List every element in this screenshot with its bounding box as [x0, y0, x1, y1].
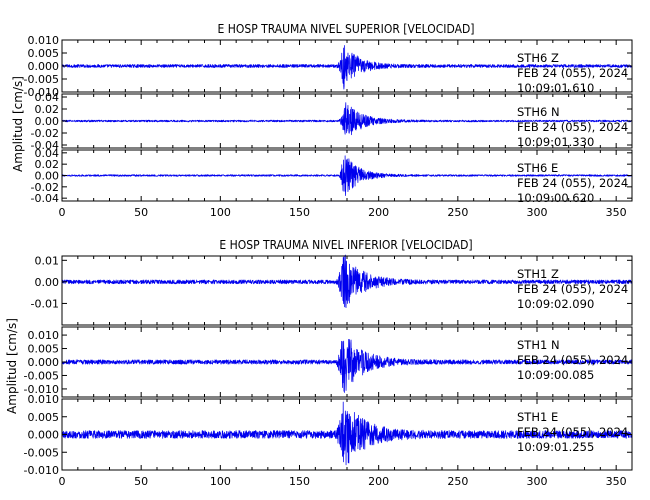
y-tick-label: -0.010 — [24, 86, 59, 99]
waveform-trace — [61, 338, 633, 393]
y-tick-label: -0.02 — [31, 181, 59, 194]
waveform-trace — [61, 45, 633, 90]
event-time-label: 10:09:01.330 — [517, 135, 594, 149]
x-tick-label: 50 — [134, 206, 148, 219]
y-tick-label: 0.000 — [28, 356, 60, 369]
bottom-panel-title: E HOSP TRAUMA NIVEL INFERIOR [VELOCIDAD] — [219, 238, 472, 252]
y-tick-label: -0.04 — [31, 139, 59, 152]
event-time-label: 10:09:01.255 — [517, 440, 594, 454]
y-tick-label: 0.00 — [35, 115, 60, 128]
y-tick-label: 0.000 — [28, 429, 60, 442]
y-tick-label: 0.00 — [35, 276, 60, 289]
x-tick-label: 200 — [368, 206, 389, 219]
x-tick-label: 200 — [368, 475, 389, 488]
x-tick-label: 150 — [289, 206, 310, 219]
waveform-trace — [61, 401, 633, 466]
top-panel-title: E HOSP TRAUMA NIVEL SUPERIOR [VELOCIDAD] — [217, 22, 474, 36]
x-tick-label: 100 — [210, 475, 231, 488]
station-component-label: STH1 Z — [517, 267, 559, 281]
x-tick-label: 150 — [289, 475, 310, 488]
event-date-label: FEB 24 (055), 2024 — [517, 120, 628, 134]
x-tick-label: 350 — [606, 475, 627, 488]
y-tick-label: 0.01 — [35, 254, 60, 267]
station-component-label: STH6 Z — [517, 51, 559, 65]
event-date-label: FEB 24 (055), 2024 — [517, 425, 628, 439]
y-tick-label: 0.02 — [35, 158, 60, 171]
event-time-label: 10:09:00.085 — [517, 368, 594, 382]
y-tick-label: 0.005 — [28, 343, 60, 356]
x-tick-label: 300 — [527, 206, 548, 219]
y-tick-label: -0.010 — [24, 383, 59, 396]
y-tick-label: 0.00 — [35, 170, 60, 183]
y-tick-label: 0.000 — [28, 60, 60, 73]
waveform-trace — [61, 102, 633, 136]
x-tick-label: 300 — [527, 475, 548, 488]
y-tick-label: -0.01 — [31, 297, 59, 310]
waveform-trace — [61, 155, 633, 197]
x-tick-label: 0 — [59, 206, 66, 219]
y-tick-label: 0.010 — [28, 393, 60, 406]
x-tick-label: 0 — [59, 475, 66, 488]
top-panel-ylabel: Amplitud [cm/s] — [11, 76, 25, 172]
station-component-label: STH6 N — [517, 105, 560, 119]
x-tick-label: 250 — [447, 206, 468, 219]
bottom-panel-ylabel: Amplitud [cm/s] — [5, 318, 19, 414]
y-tick-label: 0.02 — [35, 103, 60, 116]
x-tick-label: 100 — [210, 206, 231, 219]
waveform-trace — [61, 254, 633, 308]
y-tick-label: -0.04 — [31, 192, 59, 205]
event-time-label: 10:09:00.620 — [517, 191, 594, 205]
y-tick-label: 0.010 — [28, 329, 60, 342]
y-tick-label: -0.02 — [31, 127, 59, 140]
event-time-label: 10:09:02.090 — [517, 297, 594, 311]
y-tick-label: 0.04 — [35, 147, 60, 160]
y-tick-label: -0.005 — [24, 369, 59, 382]
event-date-label: FEB 24 (055), 2024 — [517, 282, 628, 296]
event-time-label: 10:09:01.610 — [517, 81, 594, 95]
y-tick-label: 0.04 — [35, 91, 60, 104]
event-date-label: FEB 24 (055), 2024 — [517, 176, 628, 190]
y-tick-label: -0.010 — [24, 464, 59, 477]
station-component-label: STH6 E — [517, 161, 558, 175]
y-tick-label: 0.010 — [28, 34, 60, 47]
event-date-label: FEB 24 (055), 2024 — [517, 66, 628, 80]
y-tick-label: 0.005 — [28, 47, 60, 60]
station-component-label: STH1 N — [517, 338, 560, 352]
y-tick-label: -0.005 — [24, 73, 59, 86]
x-tick-label: 250 — [447, 475, 468, 488]
x-tick-label: 50 — [134, 475, 148, 488]
station-component-label: STH1 E — [517, 410, 558, 424]
x-tick-label: 350 — [606, 206, 627, 219]
y-tick-label: 0.005 — [28, 411, 60, 424]
event-date-label: FEB 24 (055), 2024 — [517, 353, 628, 367]
y-tick-label: -0.005 — [24, 446, 59, 459]
